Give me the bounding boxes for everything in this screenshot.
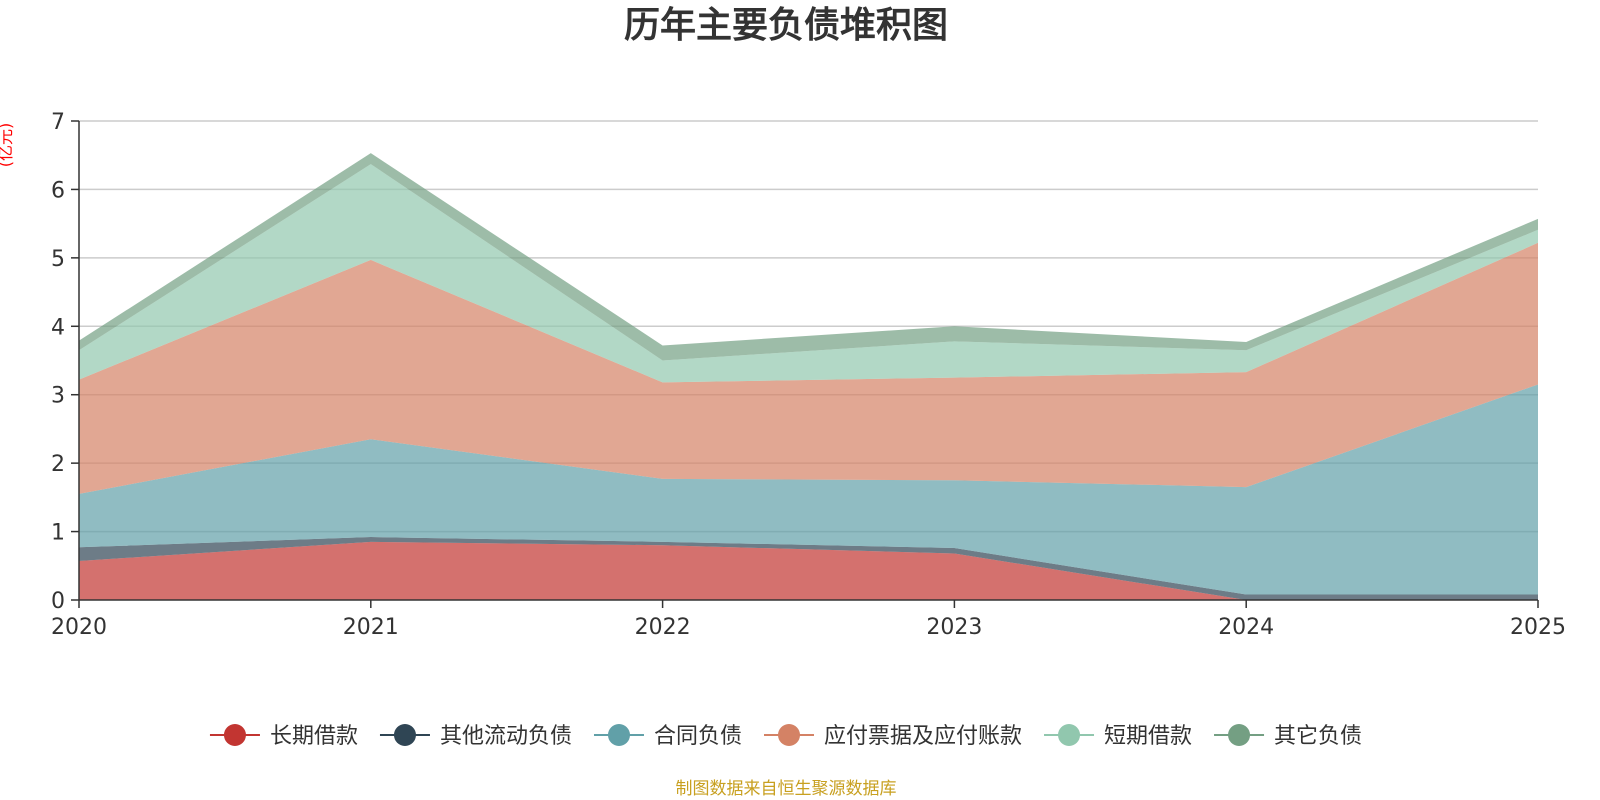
series-area-1 [79,541,1538,600]
y-tick-label: 0 [51,589,65,614]
legend-item-2[interactable]: 其他流动负债 [379,724,572,749]
axes: 0 1 2 3 4 5 6 7 2020 2021 2022 2023 2024 2025 [51,110,1566,640]
x-tick-label: 2020 [51,615,107,640]
legend-label: 应付票据及应付账款 [824,724,1022,749]
series-area-2 [79,537,1538,600]
chart-title: 历年主要负债堆积图 [624,5,948,46]
x-tick-label: 2022 [635,615,691,640]
series-area-4 [79,242,1538,494]
series-area-3 [79,384,1538,595]
legend-marker-icon [393,724,416,746]
series-areas [79,153,1538,600]
x-tick-label: 2021 [343,615,399,640]
x-tick-label: 2024 [1218,615,1274,640]
series-area-6 [79,153,1538,361]
legend-label: 合同负债 [654,724,742,749]
legend-item-1[interactable]: 长期借款 [209,724,358,749]
legend-label: 其他流动负债 [440,724,572,749]
y-tick-label: 3 [51,384,65,409]
legend-marker-icon [223,724,246,746]
legend-item-5[interactable]: 短期借款 [1044,724,1192,749]
legend[interactable]: 长期借款 其他流动负债 合同负债 应付票据及应付账款 短期借款 其它负债 [209,724,1362,749]
legend-item-6[interactable]: 其它负债 [1214,724,1362,749]
legend-marker-icon [607,724,630,746]
legend-marker-icon [1228,724,1251,746]
source-note: 制图数据来自恒生聚源数据库 [676,779,897,799]
legend-label: 其它负债 [1274,724,1362,749]
legend-label: 短期借款 [1104,724,1192,749]
y-axis-unit-label: (亿元) [0,123,15,168]
y-tick-label: 7 [51,110,65,135]
legend-marker-icon [778,724,800,746]
y-tick-label: 2 [51,452,65,477]
legend-marker-icon [1058,724,1081,746]
x-tick-label: 2023 [926,615,982,640]
y-tick-label: 1 [51,521,65,546]
x-tick-label: 2025 [1510,615,1566,640]
legend-item-4[interactable]: 应付票据及应付账款 [764,724,1022,749]
legend-label: 长期借款 [270,724,358,749]
legend-item-3[interactable]: 合同负债 [593,724,742,749]
y-tick-label: 6 [51,178,65,203]
y-tick-label: 5 [51,247,65,272]
series-area-5 [79,164,1538,383]
y-tick-label: 4 [51,315,65,340]
